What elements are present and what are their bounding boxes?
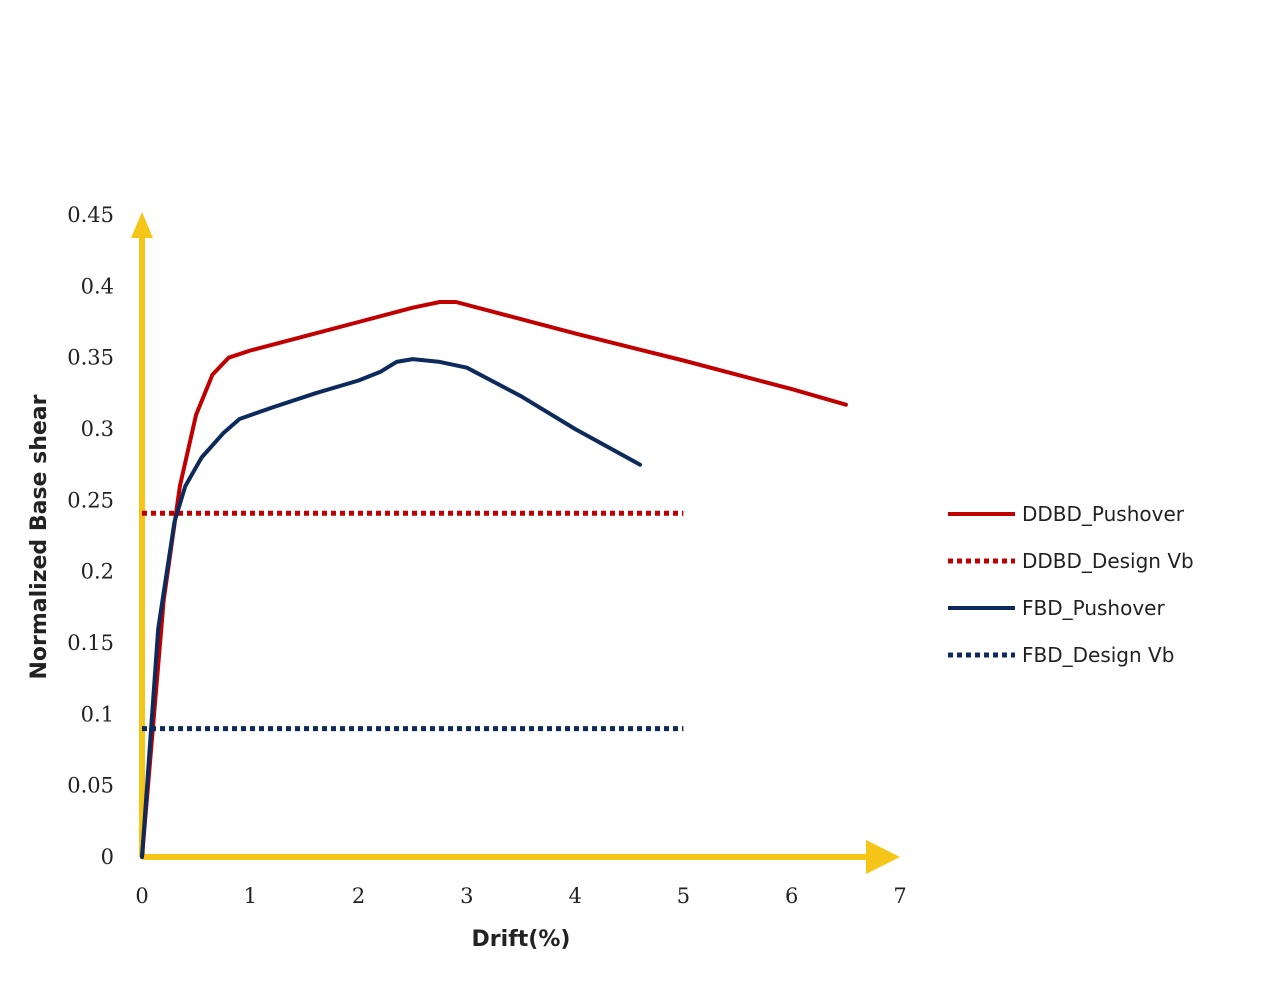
legend-label: FBD_Pushover [1022, 596, 1165, 620]
legend-label: DDBD_Pushover [1022, 502, 1185, 526]
legend: DDBD_Pushover DDBD_Design Vb FBD_Pushover F… [948, 502, 1194, 667]
x-axis-arrowhead [866, 840, 900, 874]
x-axis-title: Drift(%) [472, 927, 571, 952]
legend-label: DDBD_Design Vb [1022, 549, 1194, 573]
y-tick-label: 0.2 [81, 560, 114, 584]
y-tick-label: 0.35 [67, 346, 114, 370]
y-tick-label: 0.15 [67, 631, 114, 655]
x-tick-label: 5 [677, 884, 690, 908]
y-axis-title: Normalized Base shear [27, 394, 52, 679]
tick-labels: 0 1 2 3 4 5 6 7 0 0.05 0.1 0.15 0.2 0.25 0.3 0.35 0.4 0.4… [67, 203, 906, 908]
x-tick-label: 4 [568, 884, 581, 908]
series-line-3 [140, 357, 643, 859]
x-tick-label: 6 [785, 884, 798, 908]
x-tick-label: 0 [135, 884, 148, 908]
y-tick-label: 0.1 [81, 702, 114, 726]
y-tick-label: 0.45 [67, 203, 114, 227]
y-tick-label: 0 [101, 845, 114, 869]
axes [131, 212, 900, 874]
x-tick-label: 2 [352, 884, 365, 908]
series-group [140, 300, 848, 859]
y-tick-label: 0.3 [81, 417, 114, 441]
x-tick-label: 1 [244, 884, 257, 908]
y-tick-label: 0.4 [81, 274, 114, 298]
y-tick-label: 0.25 [67, 488, 114, 512]
y-tick-label: 0.05 [67, 774, 114, 798]
x-tick-label: 3 [460, 884, 473, 908]
y-axis-arrowhead [131, 212, 153, 238]
x-tick-label: 7 [893, 884, 906, 908]
series-line-1 [140, 300, 848, 859]
legend-label: FBD_Design Vb [1022, 643, 1174, 667]
